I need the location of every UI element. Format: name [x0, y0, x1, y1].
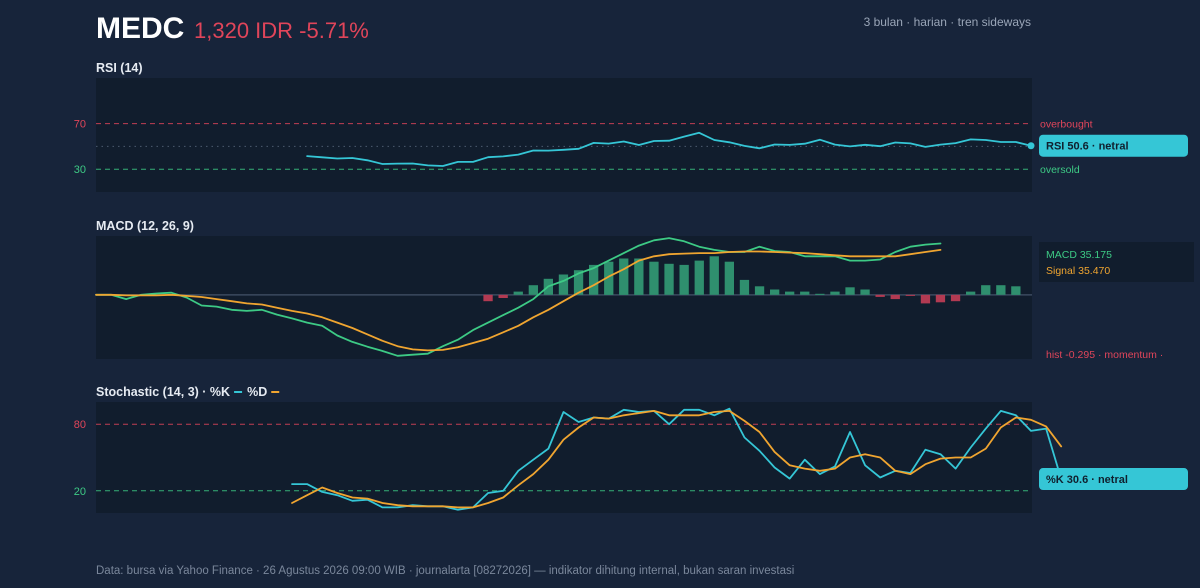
- stochastic-badge-text: %K 30.6 · netral: [1046, 474, 1128, 486]
- histogram-bar: [739, 279, 750, 295]
- histogram-bar: [513, 291, 523, 295]
- rsi-y-tick: 70: [74, 119, 86, 131]
- histogram-bar: [679, 264, 689, 295]
- stochastic-title-d: %D: [247, 385, 267, 399]
- indicator-panels: RSI (14) overbought oversold 70 30 RSI 50.6 ·…: [74, 61, 1194, 513]
- chart-subtitle: 3 bulan · harian · tren sideways: [864, 15, 1031, 29]
- stochastic-plot-area: [96, 402, 1032, 513]
- histogram-bar: [770, 289, 780, 295]
- histogram-bar: [619, 258, 629, 295]
- macd-title: MACD (12, 26, 9): [96, 219, 194, 233]
- rsi-badge-text: RSI 50.6 · netral: [1046, 141, 1129, 153]
- histogram-bar: [935, 294, 946, 303]
- histogram-bar: [981, 285, 991, 295]
- histogram-bar: [498, 294, 508, 298]
- histogram-bar: [800, 291, 810, 295]
- panel-rsi: RSI (14) overbought oversold 70 30 RSI 50.6 ·…: [74, 61, 1188, 192]
- histogram-bar: [830, 291, 840, 295]
- histogram-bar: [709, 256, 719, 295]
- histogram-bar: [573, 270, 584, 295]
- price-change: 1,320 IDR -5.71%: [194, 18, 369, 43]
- macd-legend-value: MACD 35.175: [1046, 249, 1112, 261]
- histogram-bar: [604, 261, 614, 295]
- histogram-bar: [754, 286, 765, 295]
- stochastic-y-tick: 80: [74, 419, 86, 431]
- rsi-level-label: overbought: [1040, 119, 1093, 131]
- histogram-bar: [815, 293, 825, 295]
- histogram-bar: [1011, 286, 1021, 295]
- histogram-bar: [558, 274, 569, 295]
- histogram-bar: [966, 291, 976, 295]
- stochastic-title: Stochastic (14, 3) · %K: [96, 385, 230, 399]
- stochastic-series-pctd: [291, 410, 1063, 509]
- stochastic-y-tick: 20: [74, 486, 86, 498]
- histogram-bar: [649, 261, 659, 295]
- histogram-bar: [664, 263, 674, 295]
- histogram-bar: [875, 294, 885, 297]
- macd-series-signal: [95, 249, 942, 352]
- ticker-symbol: MEDC: [96, 12, 184, 45]
- rsi-series-line: [306, 131, 1032, 167]
- footer-source: Data: bursa via Yahoo Finance · 26 Agust…: [96, 565, 794, 577]
- rsi-value-badge: [1039, 134, 1188, 157]
- rsi-title: RSI (14): [96, 61, 143, 75]
- rsi-level-label: oversold: [1040, 164, 1080, 176]
- histogram-bar: [785, 291, 795, 295]
- panel-macd: MACD (12, 26, 9) MACD 35.175 Signal 35.470…: [95, 219, 1194, 361]
- histogram-bar: [920, 294, 931, 304]
- macd-series-macd: [95, 237, 942, 357]
- rsi-y-tick: 30: [74, 164, 86, 176]
- rsi-last-point: [1027, 142, 1035, 150]
- histogram-bar: [528, 285, 538, 295]
- histogram-bar: [724, 261, 734, 295]
- histogram-bar: [860, 289, 870, 295]
- histogram-bar: [589, 264, 599, 295]
- histogram-bar: [845, 287, 855, 295]
- histogram-bar: [905, 294, 915, 296]
- histogram-note: hist -0.295 · momentum ·: [1046, 349, 1163, 361]
- panel-stochastic: Stochastic (14, 3) · %K %D 80 20 %K 30.6 · n…: [74, 385, 1188, 513]
- histogram-bar: [483, 294, 493, 302]
- macd-legend-box: [1039, 242, 1194, 282]
- histogram-bar: [950, 294, 961, 302]
- stochastic-value-badge: [1039, 468, 1188, 491]
- histogram-bar: [890, 294, 900, 300]
- signal-legend-value: Signal 35.470: [1046, 265, 1110, 277]
- histogram-bar: [996, 285, 1006, 295]
- histogram-bar: [634, 258, 644, 295]
- rsi-plot-area: [96, 78, 1032, 192]
- histogram-bar: [694, 260, 704, 295]
